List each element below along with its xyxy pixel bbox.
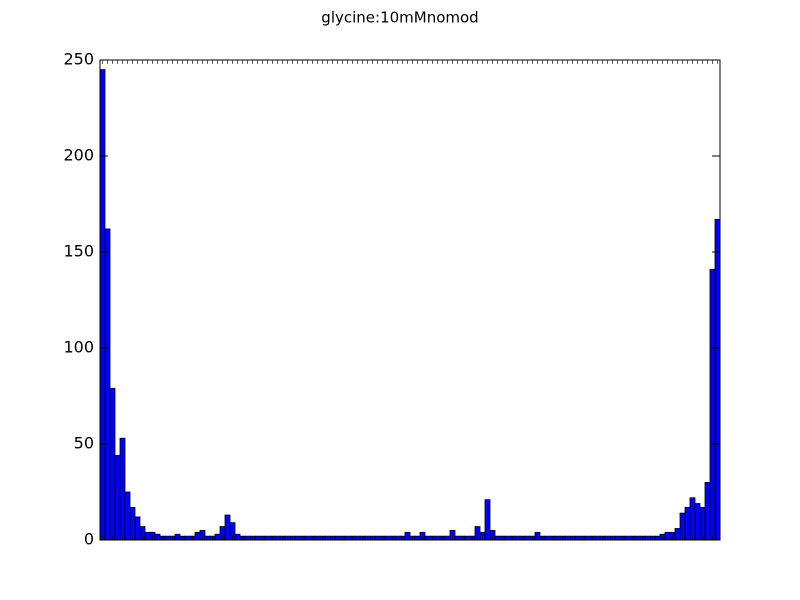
bar xyxy=(104,228,111,541)
y-tick-label: 100 xyxy=(63,338,94,357)
bar xyxy=(714,218,721,541)
bar xyxy=(119,437,126,541)
bar xyxy=(704,481,711,541)
bar xyxy=(129,506,136,541)
bar xyxy=(109,387,116,541)
bar xyxy=(99,69,106,541)
y-tick-label: 150 xyxy=(63,242,94,261)
bar xyxy=(689,497,696,541)
plot-frame xyxy=(99,59,721,541)
bar xyxy=(709,268,716,541)
bar xyxy=(699,506,706,541)
y-tick-label: 200 xyxy=(63,146,94,165)
bar xyxy=(124,491,131,541)
y-tick-label: 0 xyxy=(84,530,94,549)
chart-title: glycine:10mMnomod xyxy=(321,9,478,27)
bar xyxy=(114,455,121,541)
bar xyxy=(484,499,491,541)
bar xyxy=(684,506,691,541)
y-tick-label: 250 xyxy=(63,50,94,69)
bar xyxy=(679,512,686,541)
y-tick-label: 50 xyxy=(74,434,94,453)
bar xyxy=(694,503,701,541)
